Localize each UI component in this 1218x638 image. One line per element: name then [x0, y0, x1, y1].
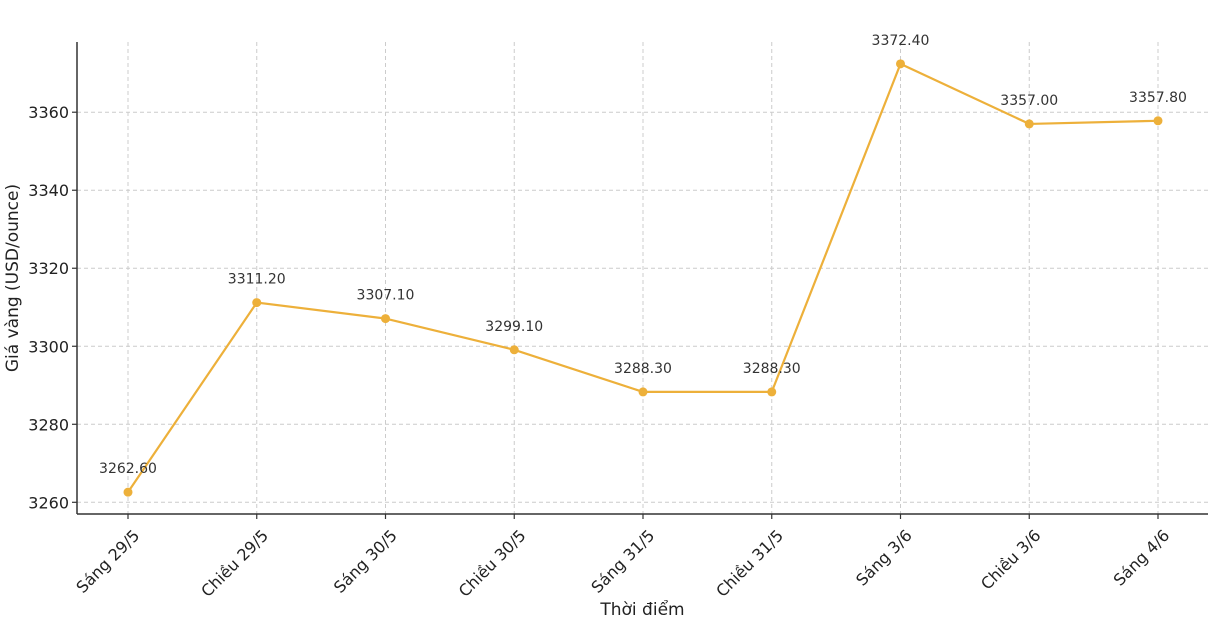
- data-point: [1024, 119, 1034, 129]
- data-label: 3357.00: [1000, 93, 1058, 109]
- x-axis-title: Thời điểm: [599, 599, 684, 620]
- y-tick-label: 3280: [28, 415, 69, 434]
- data-point: [767, 387, 777, 397]
- x-tick-label: Chiều 30/5: [455, 526, 530, 601]
- data-label-layer: 3262.60 3311.20 3307.10 3299.10 3288.30 3288.…: [99, 33, 1187, 477]
- data-point: [123, 487, 133, 497]
- data-point: [252, 298, 262, 308]
- y-tick-label: 3300: [28, 337, 69, 356]
- data-label: 3307.10: [357, 288, 415, 304]
- y-tick-label: 3260: [28, 493, 69, 512]
- y-tick-label: 3320: [28, 259, 69, 278]
- y-tick-label: 3340: [28, 181, 69, 200]
- x-tick-label: Sáng 31/5: [587, 526, 658, 597]
- data-point: [896, 59, 905, 69]
- data-point: [381, 314, 390, 324]
- x-tick-label: Chiều 29/5: [197, 526, 272, 601]
- data-label: 3372.40: [872, 33, 930, 49]
- x-tick-label: Chiều 3/6: [977, 526, 1045, 594]
- x-tick-label: Chiều 31/5: [712, 526, 787, 601]
- data-point: [1153, 116, 1163, 126]
- data-point: [638, 387, 648, 397]
- x-tick-label: Sáng 3/6: [852, 526, 916, 590]
- y-axis-title: Giá vàng (USD/ounce): [3, 184, 23, 372]
- data-label: 3299.10: [485, 319, 543, 335]
- tick-layer: 3260 3280 3300 3320 3340 3360 Sáng 29/5 Chiều 2…: [28, 103, 1173, 600]
- x-tick-label: Sáng 4/6: [1110, 526, 1174, 590]
- data-label: 3288.30: [743, 361, 801, 377]
- data-label: 3262.60: [99, 461, 157, 477]
- y-tick-label: 3360: [28, 103, 69, 122]
- x-tick-label: Sáng 29/5: [72, 526, 143, 597]
- data-label: 3357.80: [1129, 90, 1187, 106]
- data-label: 3288.30: [614, 361, 672, 377]
- data-label: 3311.20: [228, 272, 286, 288]
- series-layer: [123, 59, 1163, 497]
- x-tick-label: Sáng 30/5: [330, 526, 401, 597]
- data-point: [509, 345, 519, 355]
